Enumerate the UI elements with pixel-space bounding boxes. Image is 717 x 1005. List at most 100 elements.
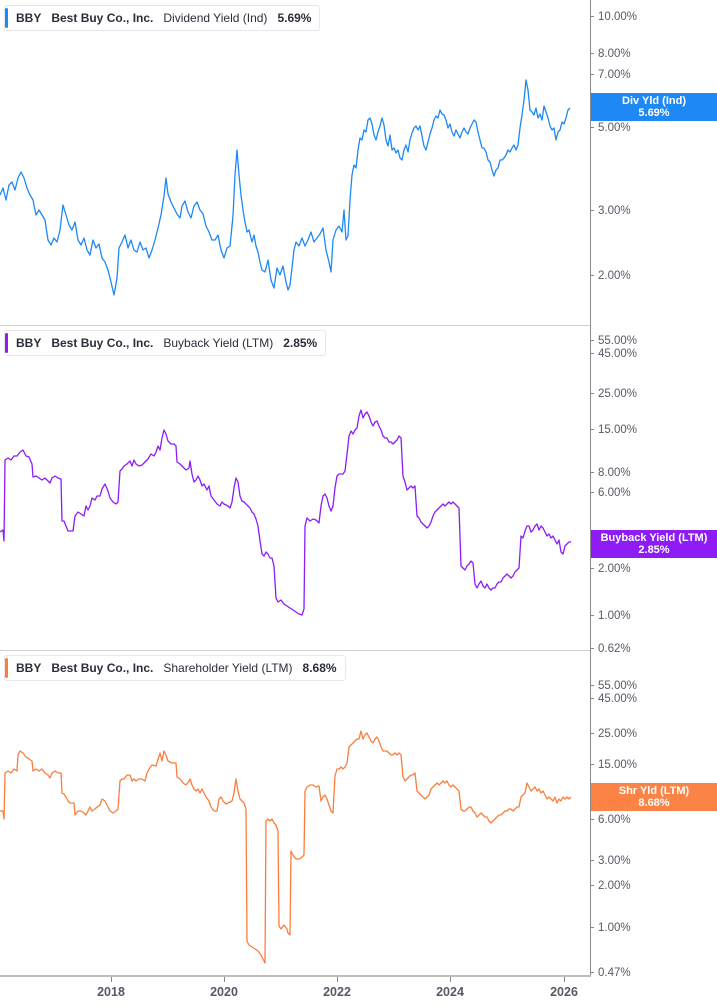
y-tick bbox=[590, 210, 594, 211]
y-tick-label: 45.00% bbox=[598, 693, 638, 705]
y-tick bbox=[590, 275, 594, 276]
series-color-marker bbox=[5, 8, 8, 28]
y-tick-label: 1.00% bbox=[598, 922, 631, 934]
y-axis-line bbox=[590, 650, 591, 975]
company-label: Best Buy Co., Inc. bbox=[51, 11, 154, 25]
y-tick bbox=[590, 492, 594, 493]
y-tick bbox=[590, 53, 594, 54]
y-tick-label: 45.00% bbox=[598, 348, 638, 360]
badge-value: 8.68% bbox=[638, 797, 670, 809]
y-tick-label: 25.00% bbox=[598, 388, 638, 400]
buyback-yield-plot[interactable] bbox=[0, 326, 590, 650]
y-tick bbox=[590, 819, 594, 820]
shareholder-yield-line bbox=[0, 730, 572, 964]
y-tick-label: 3.00% bbox=[598, 205, 631, 217]
x-axis-line bbox=[0, 975, 591, 977]
ticker-label: BBY bbox=[16, 336, 42, 350]
badge-value: 5.69% bbox=[638, 107, 670, 119]
x-tick-label: 2022 bbox=[323, 985, 351, 999]
panel-divider bbox=[0, 325, 590, 326]
x-tick-label: 2024 bbox=[436, 985, 464, 999]
x-tick-label: 2026 bbox=[550, 985, 578, 999]
badge-label: Buyback Yield (LTM) bbox=[600, 532, 708, 544]
x-tick-label: 2018 bbox=[97, 985, 125, 999]
y-tick-label: 2.00% bbox=[598, 880, 631, 892]
y-tick-label: 1.00% bbox=[598, 610, 631, 622]
metric-value: 2.85% bbox=[283, 336, 318, 350]
y-tick-label: 7.00% bbox=[598, 69, 631, 81]
company-label: Best Buy Co., Inc. bbox=[51, 661, 154, 675]
x-tick-label: 2020 bbox=[210, 985, 238, 999]
buyback-yield-value-badge: Buyback Yield (LTM) 2.85% bbox=[591, 530, 717, 558]
company-label: Best Buy Co., Inc. bbox=[51, 336, 154, 350]
y-tick bbox=[590, 972, 594, 973]
series-color-marker bbox=[5, 333, 8, 353]
buyback-yield-line bbox=[0, 409, 571, 616]
y-tick bbox=[590, 127, 594, 128]
x-tick bbox=[564, 977, 565, 982]
y-tick-label: 6.00% bbox=[598, 487, 631, 499]
y-tick bbox=[590, 568, 594, 569]
dividend-yield-value-badge: Div Yld (Ind) 5.69% bbox=[591, 93, 717, 121]
shareholder-yield-legend: BBY Best Buy Co., Inc. Shareholder Yield… bbox=[4, 655, 346, 681]
series-color-marker bbox=[5, 658, 8, 678]
dividend-yield-legend: BBY Best Buy Co., Inc. Dividend Yield (I… bbox=[4, 5, 321, 31]
y-tick-label: 2.00% bbox=[598, 563, 631, 575]
buyback-yield-panel: BBY Best Buy Co., Inc. Buyback Yield (LT… bbox=[0, 325, 717, 655]
y-tick-label: 15.00% bbox=[598, 424, 638, 436]
y-tick bbox=[590, 340, 594, 341]
ticker-label: BBY bbox=[16, 661, 42, 675]
shareholder-yield-value-badge: Shr Yld (LTM) 8.68% bbox=[591, 783, 717, 811]
y-tick bbox=[590, 393, 594, 394]
y-tick-label: 8.00% bbox=[598, 467, 631, 479]
dividend-yield-panel: BBY Best Buy Co., Inc. Dividend Yield (I… bbox=[0, 0, 717, 325]
y-tick-label: 8.00% bbox=[598, 48, 631, 60]
badge-value: 2.85% bbox=[638, 544, 670, 556]
y-tick bbox=[590, 698, 594, 699]
panel-divider bbox=[0, 650, 590, 651]
y-tick-label: 55.00% bbox=[598, 680, 638, 692]
y-tick-label: 15.00% bbox=[598, 759, 638, 771]
y-axis-line bbox=[590, 0, 591, 325]
y-tick bbox=[590, 733, 594, 734]
y-tick bbox=[590, 74, 594, 75]
metric-label: Shareholder Yield (LTM) bbox=[163, 661, 293, 675]
y-tick-label: 25.00% bbox=[598, 728, 638, 740]
y-tick bbox=[590, 927, 594, 928]
y-tick-label: 55.00% bbox=[598, 335, 638, 347]
badge-label: Div Yld (Ind) bbox=[622, 95, 686, 107]
y-tick bbox=[590, 648, 594, 649]
shareholder-yield-plot[interactable] bbox=[0, 651, 590, 976]
y-tick bbox=[590, 615, 594, 616]
y-tick bbox=[590, 764, 594, 765]
y-axis-line bbox=[590, 325, 591, 650]
dividend-yield-line bbox=[0, 79, 571, 296]
badge-label: Shr Yld (LTM) bbox=[618, 785, 690, 797]
y-tick-label: 3.00% bbox=[598, 855, 631, 867]
metric-label: Buyback Yield (LTM) bbox=[163, 336, 274, 350]
y-tick-label: 6.00% bbox=[598, 814, 631, 826]
metric-value: 5.69% bbox=[277, 11, 312, 25]
x-tick bbox=[224, 977, 225, 982]
y-tick bbox=[590, 429, 594, 430]
x-tick bbox=[450, 977, 451, 982]
y-tick bbox=[590, 885, 594, 886]
y-tick-label: 0.62% bbox=[598, 643, 631, 655]
shareholder-yield-panel: BBY Best Buy Co., Inc. Shareholder Yield… bbox=[0, 650, 717, 979]
buyback-yield-legend: BBY Best Buy Co., Inc. Buyback Yield (LT… bbox=[4, 330, 327, 356]
y-tick-label: 2.00% bbox=[598, 270, 631, 282]
y-tick bbox=[590, 353, 594, 354]
y-tick bbox=[590, 472, 594, 473]
y-tick bbox=[590, 860, 594, 861]
x-tick bbox=[337, 977, 338, 982]
dividend-yield-plot[interactable] bbox=[0, 0, 590, 325]
y-tick-label: 10.00% bbox=[598, 11, 638, 23]
y-tick-label: 5.00% bbox=[598, 122, 631, 134]
metric-label: Dividend Yield (Ind) bbox=[163, 11, 268, 25]
metric-value: 8.68% bbox=[302, 661, 337, 675]
y-tick bbox=[590, 16, 594, 17]
y-tick bbox=[590, 685, 594, 686]
y-tick-label: 0.47% bbox=[598, 967, 631, 979]
ticker-label: BBY bbox=[16, 11, 42, 25]
x-tick bbox=[111, 977, 112, 982]
